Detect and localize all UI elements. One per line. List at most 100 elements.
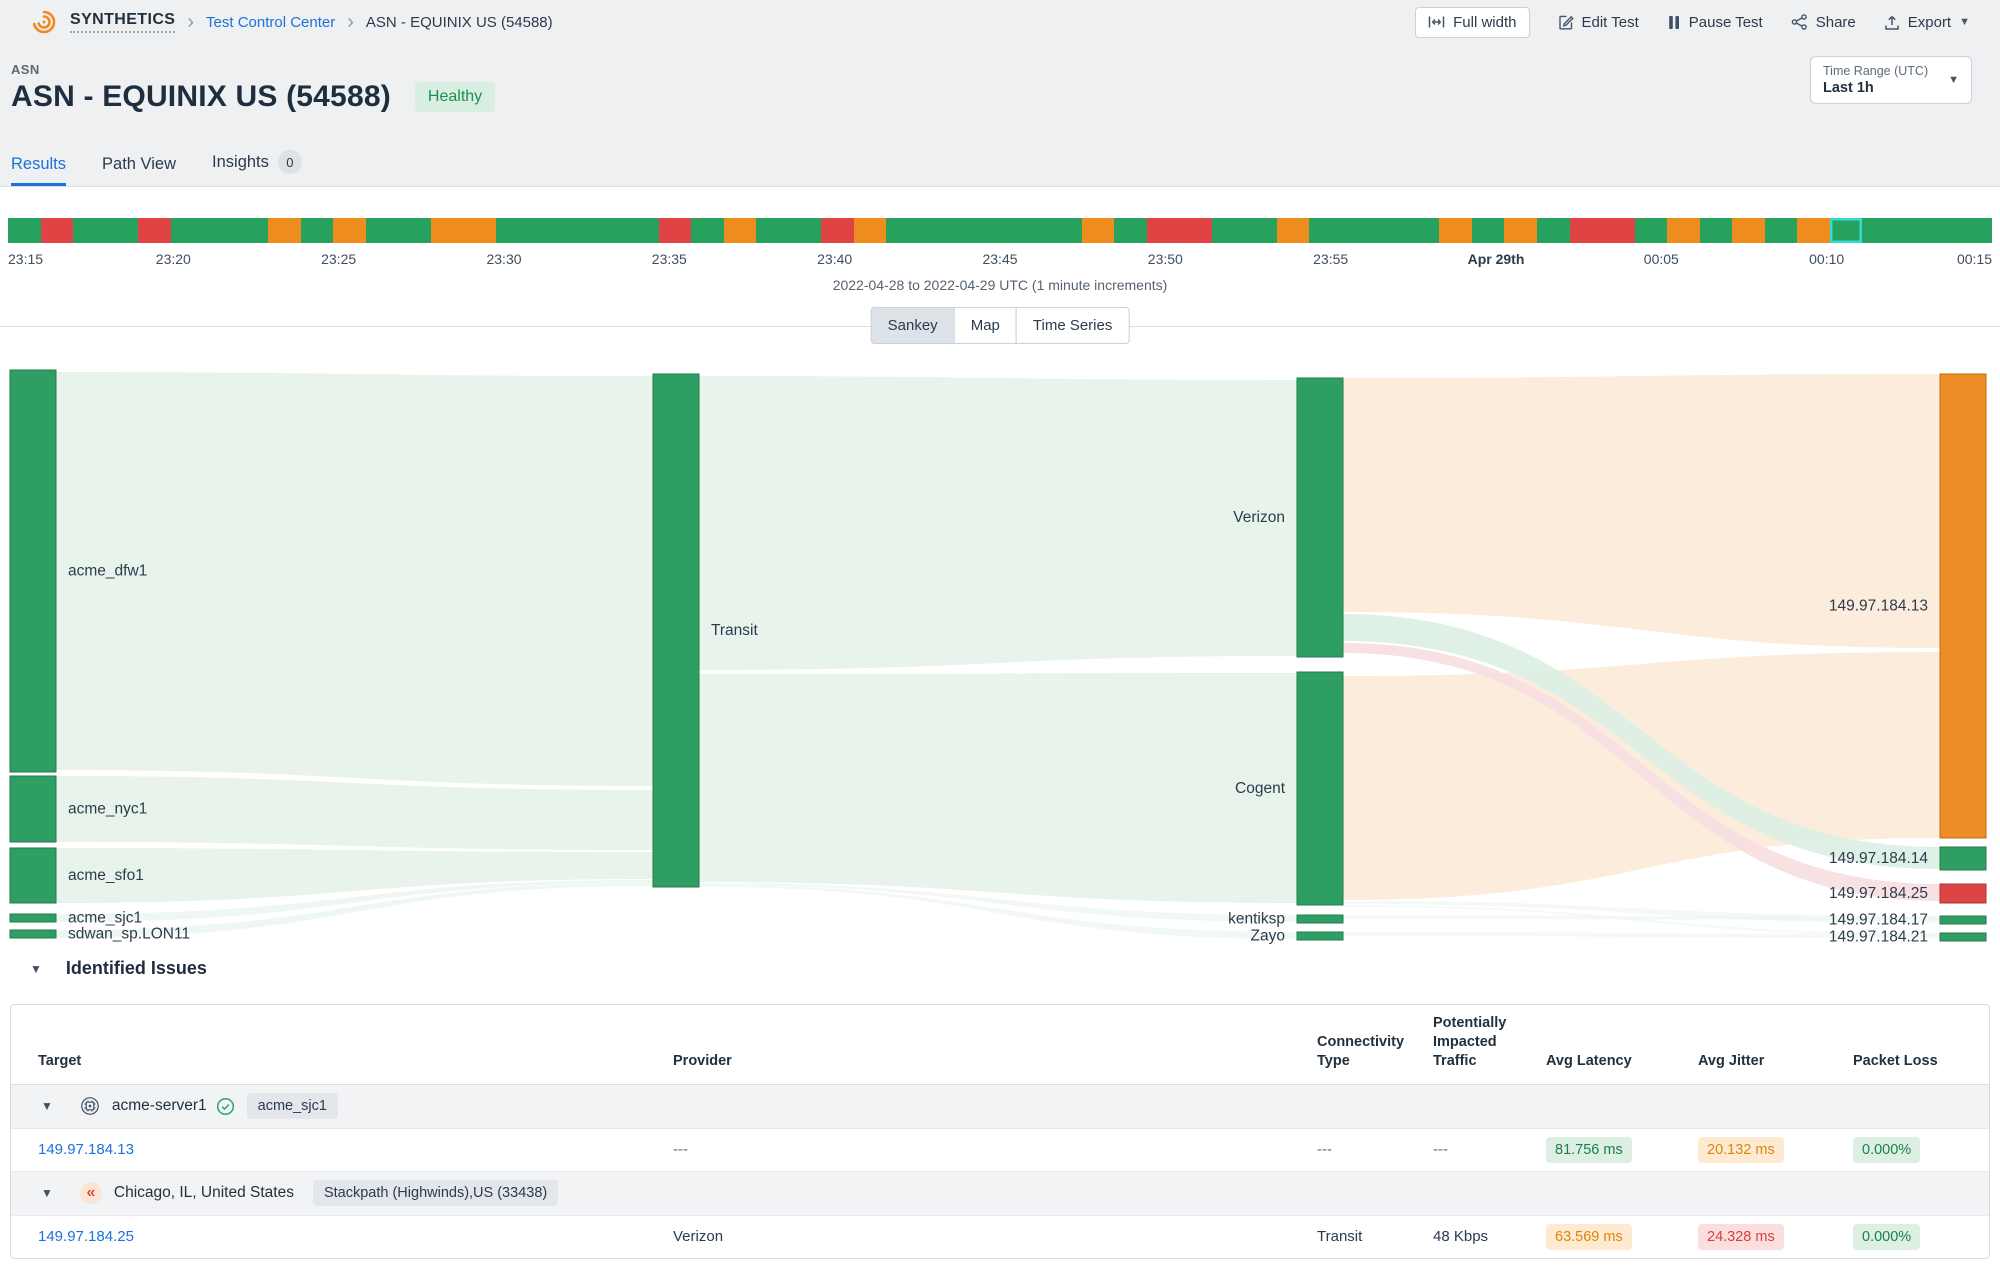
sankey-node-149-97-184-21[interactable] [1939,932,1987,942]
timeline-segment[interactable] [1862,218,1895,243]
issues-group-row[interactable]: ▼ « Chicago, IL, United States Stackpath (H… [11,1172,1989,1216]
timeline-segment[interactable] [853,218,887,243]
timeline-segment[interactable] [1667,218,1700,243]
timeline-segment[interactable] [463,218,496,243]
timeline-segment[interactable] [788,218,822,243]
timeline-segment[interactable] [1959,218,1993,243]
timeline-segment[interactable] [1732,218,1765,243]
timeline-segment[interactable] [983,218,1017,243]
sankey-node-149-97-184-14[interactable] [1939,846,1987,871]
timeline-segment[interactable] [1894,218,1928,243]
sankey-node-149-97-184-17[interactable] [1939,915,1987,925]
collapse-triangle-icon[interactable]: ▼ [41,1099,53,1114]
full-width-button[interactable]: Full width [1415,6,1530,38]
timeline-segment[interactable] [1406,218,1440,243]
timeline-segment[interactable] [73,218,106,243]
timeline-segment[interactable] [235,218,269,243]
timeline-segment[interactable] [398,218,431,243]
edit-test-button[interactable]: Edit Test [1558,14,1639,31]
timeline-segment[interactable] [723,218,757,243]
timeline-segment[interactable] [1602,218,1635,243]
timeline-segment[interactable] [203,218,236,243]
timeline-segment[interactable] [1081,218,1115,243]
pause-test-button[interactable]: Pause Test [1667,14,1763,31]
timeline-segment[interactable] [1536,218,1570,243]
brand[interactable]: SYNTHETICS [30,8,176,36]
sankey-node-acme-sfo1[interactable] [9,847,57,904]
toggle-time-series[interactable]: Time Series [1015,307,1130,344]
timeline-segment[interactable] [951,218,984,243]
sankey-node-zayo[interactable] [1296,931,1344,941]
tab-results[interactable]: Results [11,155,67,186]
timeline-segment[interactable] [1764,218,1798,243]
timeline-segment[interactable] [430,218,464,243]
sankey-node-acme-sjc1[interactable] [9,913,57,923]
timeline-segment[interactable] [1569,218,1603,243]
toggle-map[interactable]: Map [953,307,1017,344]
timeline-segment[interactable] [1471,218,1505,243]
collapse-triangle-icon[interactable]: ▼ [30,961,42,976]
timeline-segment[interactable] [1244,218,1277,243]
timeline-segment[interactable] [1699,218,1733,243]
time-range-dropdown[interactable]: Time Range (UTC) Last 1h ▼ [1810,56,1972,104]
timeline-segment[interactable] [1797,218,1830,243]
tab-insights[interactable]: Insights 0 [212,150,302,186]
toggle-sankey[interactable]: Sankey [870,307,955,344]
timeline-segment[interactable] [105,218,139,243]
timeline-segment[interactable] [170,218,204,243]
timeline-segment[interactable] [561,218,594,243]
target-link[interactable]: 149.97.184.13 [38,1141,134,1159]
collapse-triangle-icon[interactable]: ▼ [41,1186,53,1201]
timeline-segment[interactable] [1049,218,1082,243]
timeline-segment[interactable] [1634,218,1668,243]
timeline-segment[interactable] [495,218,529,243]
timeline-segment[interactable] [821,218,854,243]
timeline-segment[interactable] [365,218,399,243]
timeline-segment[interactable] [1341,218,1375,243]
timeline-segment[interactable] [1211,218,1245,243]
timeline-segment[interactable] [1016,218,1049,243]
timeline-segment[interactable] [528,218,562,243]
issues-group-row[interactable]: ▼ acme-server1 acme_sjc1 [11,1085,1989,1129]
sankey-node-149-97-184-13[interactable] [1939,373,1987,839]
timeline-segment[interactable] [1309,218,1342,243]
timeline-segment[interactable] [658,218,692,243]
timeline-segment[interactable] [268,218,301,243]
timeline-segment[interactable] [300,218,334,243]
sankey-node-verizon[interactable] [1296,377,1344,658]
timeline-segment[interactable] [1374,218,1407,243]
timeline-segment[interactable] [1439,218,1472,243]
timeline-segment[interactable] [886,218,919,243]
sankey-node-transit[interactable] [652,373,700,888]
timeline-segment[interactable] [626,218,659,243]
timeline-segment[interactable] [756,218,789,243]
sankey-node-kentiksp[interactable] [1296,914,1344,924]
timeline-segment[interactable] [1504,218,1537,243]
timeline-segment[interactable] [691,218,724,243]
share-button[interactable]: Share [1791,14,1856,31]
metric-badge: 0.000% [1853,1223,1921,1250]
timeline-segment[interactable] [333,218,366,243]
tab-path-view[interactable]: Path View [102,155,176,186]
sankey-node-sdwan-sp-LON11[interactable] [9,929,57,939]
timeline-segment[interactable] [593,218,627,243]
timeline-segment[interactable] [1927,218,1960,243]
target-link[interactable]: 149.97.184.25 [38,1228,134,1246]
breadcrumb-test-control-center[interactable]: Test Control Center [206,13,336,31]
timeline-segment[interactable] [138,218,171,243]
timeline-segment[interactable] [1146,218,1180,243]
timeline-segment[interactable] [1179,218,1212,243]
sankey-node-cogent[interactable] [1296,671,1344,906]
sankey-node-acme-nyc1[interactable] [9,775,57,843]
timeline-segment[interactable] [1829,218,1863,243]
timeline-segment[interactable] [1276,218,1310,243]
empty-value: --- [1317,1141,1332,1159]
export-button[interactable]: Export ▼ [1884,14,1970,31]
timeline-segment[interactable] [918,218,952,243]
breadcrumb-current: ASN - EQUINIX US (54588) [365,13,553,31]
timeline-segment[interactable] [8,218,41,243]
sankey-node-acme-dfw1[interactable] [9,369,57,773]
sankey-node-149-97-184-25[interactable] [1939,883,1987,904]
timeline-segment[interactable] [40,218,74,243]
timeline-segment[interactable] [1114,218,1147,243]
